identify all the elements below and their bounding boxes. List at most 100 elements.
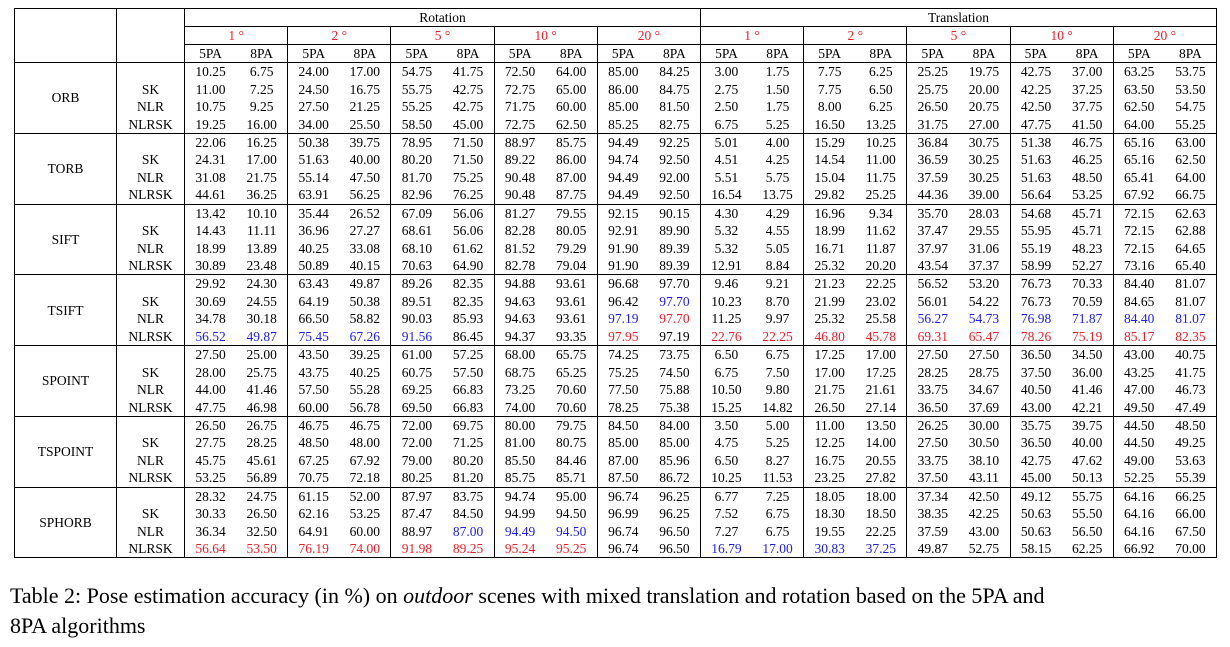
value-cell: 85.93 [452, 311, 484, 327]
value-cell: 64.16 [1112, 504, 1165, 523]
value-cell: 2.50 [699, 97, 753, 116]
variant-label: NLRSK [116, 469, 185, 487]
value-cell: 45.75 [184, 451, 237, 470]
threshold-header: 10 ° [493, 26, 598, 45]
value-cell: 87.75 [556, 187, 587, 203]
value-cell: 94.50 [556, 523, 587, 539]
header-row: 1 ° 2 ° 5 ° 10 ° 20 ° 1 ° 2 ° 5 ° 10 ° 20 ° [15, 26, 1217, 45]
value-cell: 28.25 [246, 435, 277, 451]
value-cell: 26.75 [236, 415, 288, 434]
value-cell: 42.75 [1009, 62, 1062, 81]
value-cell: 56.52 [184, 327, 237, 346]
value-cell: 64.65 [1175, 240, 1206, 256]
value-cell: 37.47 [906, 221, 959, 240]
value-cell: 73.25 [493, 380, 546, 399]
value-cell: 7.25 [249, 81, 274, 97]
value-cell: 50.89 [287, 257, 340, 275]
value-cell: 84.65 [1112, 292, 1165, 311]
value-cell: 36.96 [287, 221, 340, 240]
value-cell: 63.43 [287, 274, 340, 293]
value-cell: 5.25 [765, 116, 790, 132]
data-row: NLR 45.75 45.61 67.25 67.92 79.00 80.20 85.50 84… [15, 451, 1217, 470]
value-cell: 69.50 [390, 398, 443, 417]
value-cell: 15.04 [803, 168, 856, 187]
value-cell: 85.96 [659, 452, 690, 468]
value-cell: 36.25 [246, 187, 277, 203]
value-cell: 55.75 [1061, 486, 1114, 505]
value-cell: 25.75 [906, 80, 959, 98]
value-cell: 64.90 [452, 258, 484, 274]
value-cell: 31.75 [906, 115, 959, 134]
value-cell: 47.62 [1071, 452, 1103, 468]
value-cell: 63.91 [287, 186, 340, 204]
variant-label: NLR [116, 168, 185, 187]
value-cell: 74.00 [493, 398, 546, 417]
data-row: SK 14.43 11.11 36.96 27.27 68.61 56.06 82.28 80.… [15, 221, 1217, 240]
value-cell: 96.74 [596, 540, 649, 558]
value-cell: 12.25 [803, 433, 856, 452]
value-cell: 17.00 [246, 152, 277, 168]
value-cell: 48.50 [287, 433, 340, 452]
value-cell: 84.40 [1112, 310, 1165, 328]
value-cell: 36.84 [906, 132, 959, 151]
value-cell: 11.25 [699, 310, 753, 328]
value-cell: 9.97 [765, 311, 790, 327]
value-cell: 42.50 [958, 486, 1010, 505]
value-cell: 55.39 [1175, 470, 1206, 486]
method-name: TSPOINT [14, 415, 117, 487]
data-row: SK 30.69 24.55 64.19 50.38 89.51 82.35 94.63 93.… [15, 292, 1217, 311]
value-cell: 6.75 [699, 363, 753, 381]
value-cell: 82.96 [390, 186, 443, 204]
value-cell: 31.06 [968, 240, 1000, 256]
value-cell: 84.50 [596, 415, 649, 434]
value-cell: 96.50 [659, 523, 690, 539]
value-cell: 66.00 [1175, 506, 1206, 522]
value-cell: 89.39 [659, 258, 690, 274]
value-cell: 80.75 [556, 435, 587, 451]
value-cell: 80.00 [493, 415, 546, 434]
value-cell: 20.55 [865, 452, 896, 468]
data-row: SIFT 13.42 10.10 35.44 26.52 67.09 56.06 81.27 7… [14, 203, 1217, 275]
value-cell: 96.99 [596, 504, 649, 523]
variant-label: NLR [116, 522, 185, 541]
variant-label [116, 345, 185, 364]
value-cell: 28.32 [184, 486, 237, 505]
data-row: NLRSK 53.25 56.89 70.75 72.18 80.25 81.20 85.75… [15, 469, 1217, 487]
value-cell: 3.00 [699, 62, 753, 81]
value-cell: 56.27 [906, 310, 959, 328]
value-cell: 60.00 [556, 99, 587, 115]
data-row: NLR 18.99 13.89 40.25 33.08 68.10 61.62 81.52 79… [15, 239, 1217, 258]
value-cell: 6.75 [765, 506, 790, 522]
value-cell: 88.97 [390, 522, 443, 541]
value-cell: 43.54 [906, 257, 959, 275]
value-cell: 58.50 [390, 115, 443, 134]
value-cell: 71.25 [452, 435, 484, 451]
value-cell: 94.49 [596, 168, 649, 187]
value-cell: 84.00 [648, 415, 701, 434]
value-cell: 49.00 [1112, 451, 1165, 470]
threshold-header: 20 ° [1112, 26, 1217, 45]
data-row: SK 27.75 28.25 48.50 48.00 72.00 71.25 81.00 80.… [15, 433, 1217, 452]
value-cell: 4.25 [765, 152, 790, 168]
variant-label: SK [116, 292, 185, 311]
value-cell: 49.87 [906, 540, 959, 558]
value-cell: 4.51 [699, 150, 753, 169]
value-cell: 17.00 [339, 62, 391, 81]
value-cell: 64.19 [287, 292, 340, 311]
value-cell: 4.30 [699, 203, 753, 222]
value-cell: 28.03 [958, 203, 1010, 222]
value-cell: 62.50 [1175, 152, 1206, 168]
algorithm-header: 8PA [339, 44, 391, 63]
value-cell: 68.00 [493, 345, 546, 364]
value-cell: 1.75 [765, 99, 790, 115]
value-cell: 70.63 [390, 257, 443, 275]
data-row: SK 28.00 25.75 43.75 40.25 60.75 57.50 68.75 65.… [15, 363, 1217, 381]
value-cell: 57.25 [442, 345, 495, 364]
algorithm-header: 8PA [442, 44, 495, 63]
value-cell: 94.74 [596, 150, 649, 169]
value-cell: 96.42 [596, 292, 649, 311]
algorithm-header: 5PA [906, 44, 959, 63]
corner-cell [116, 8, 185, 63]
results-table: Rotation Translation 1 ° 2 ° 5 ° 10 ° 20 ° 1 ° 2… [14, 8, 1218, 559]
value-cell: 17.00 [803, 363, 856, 381]
